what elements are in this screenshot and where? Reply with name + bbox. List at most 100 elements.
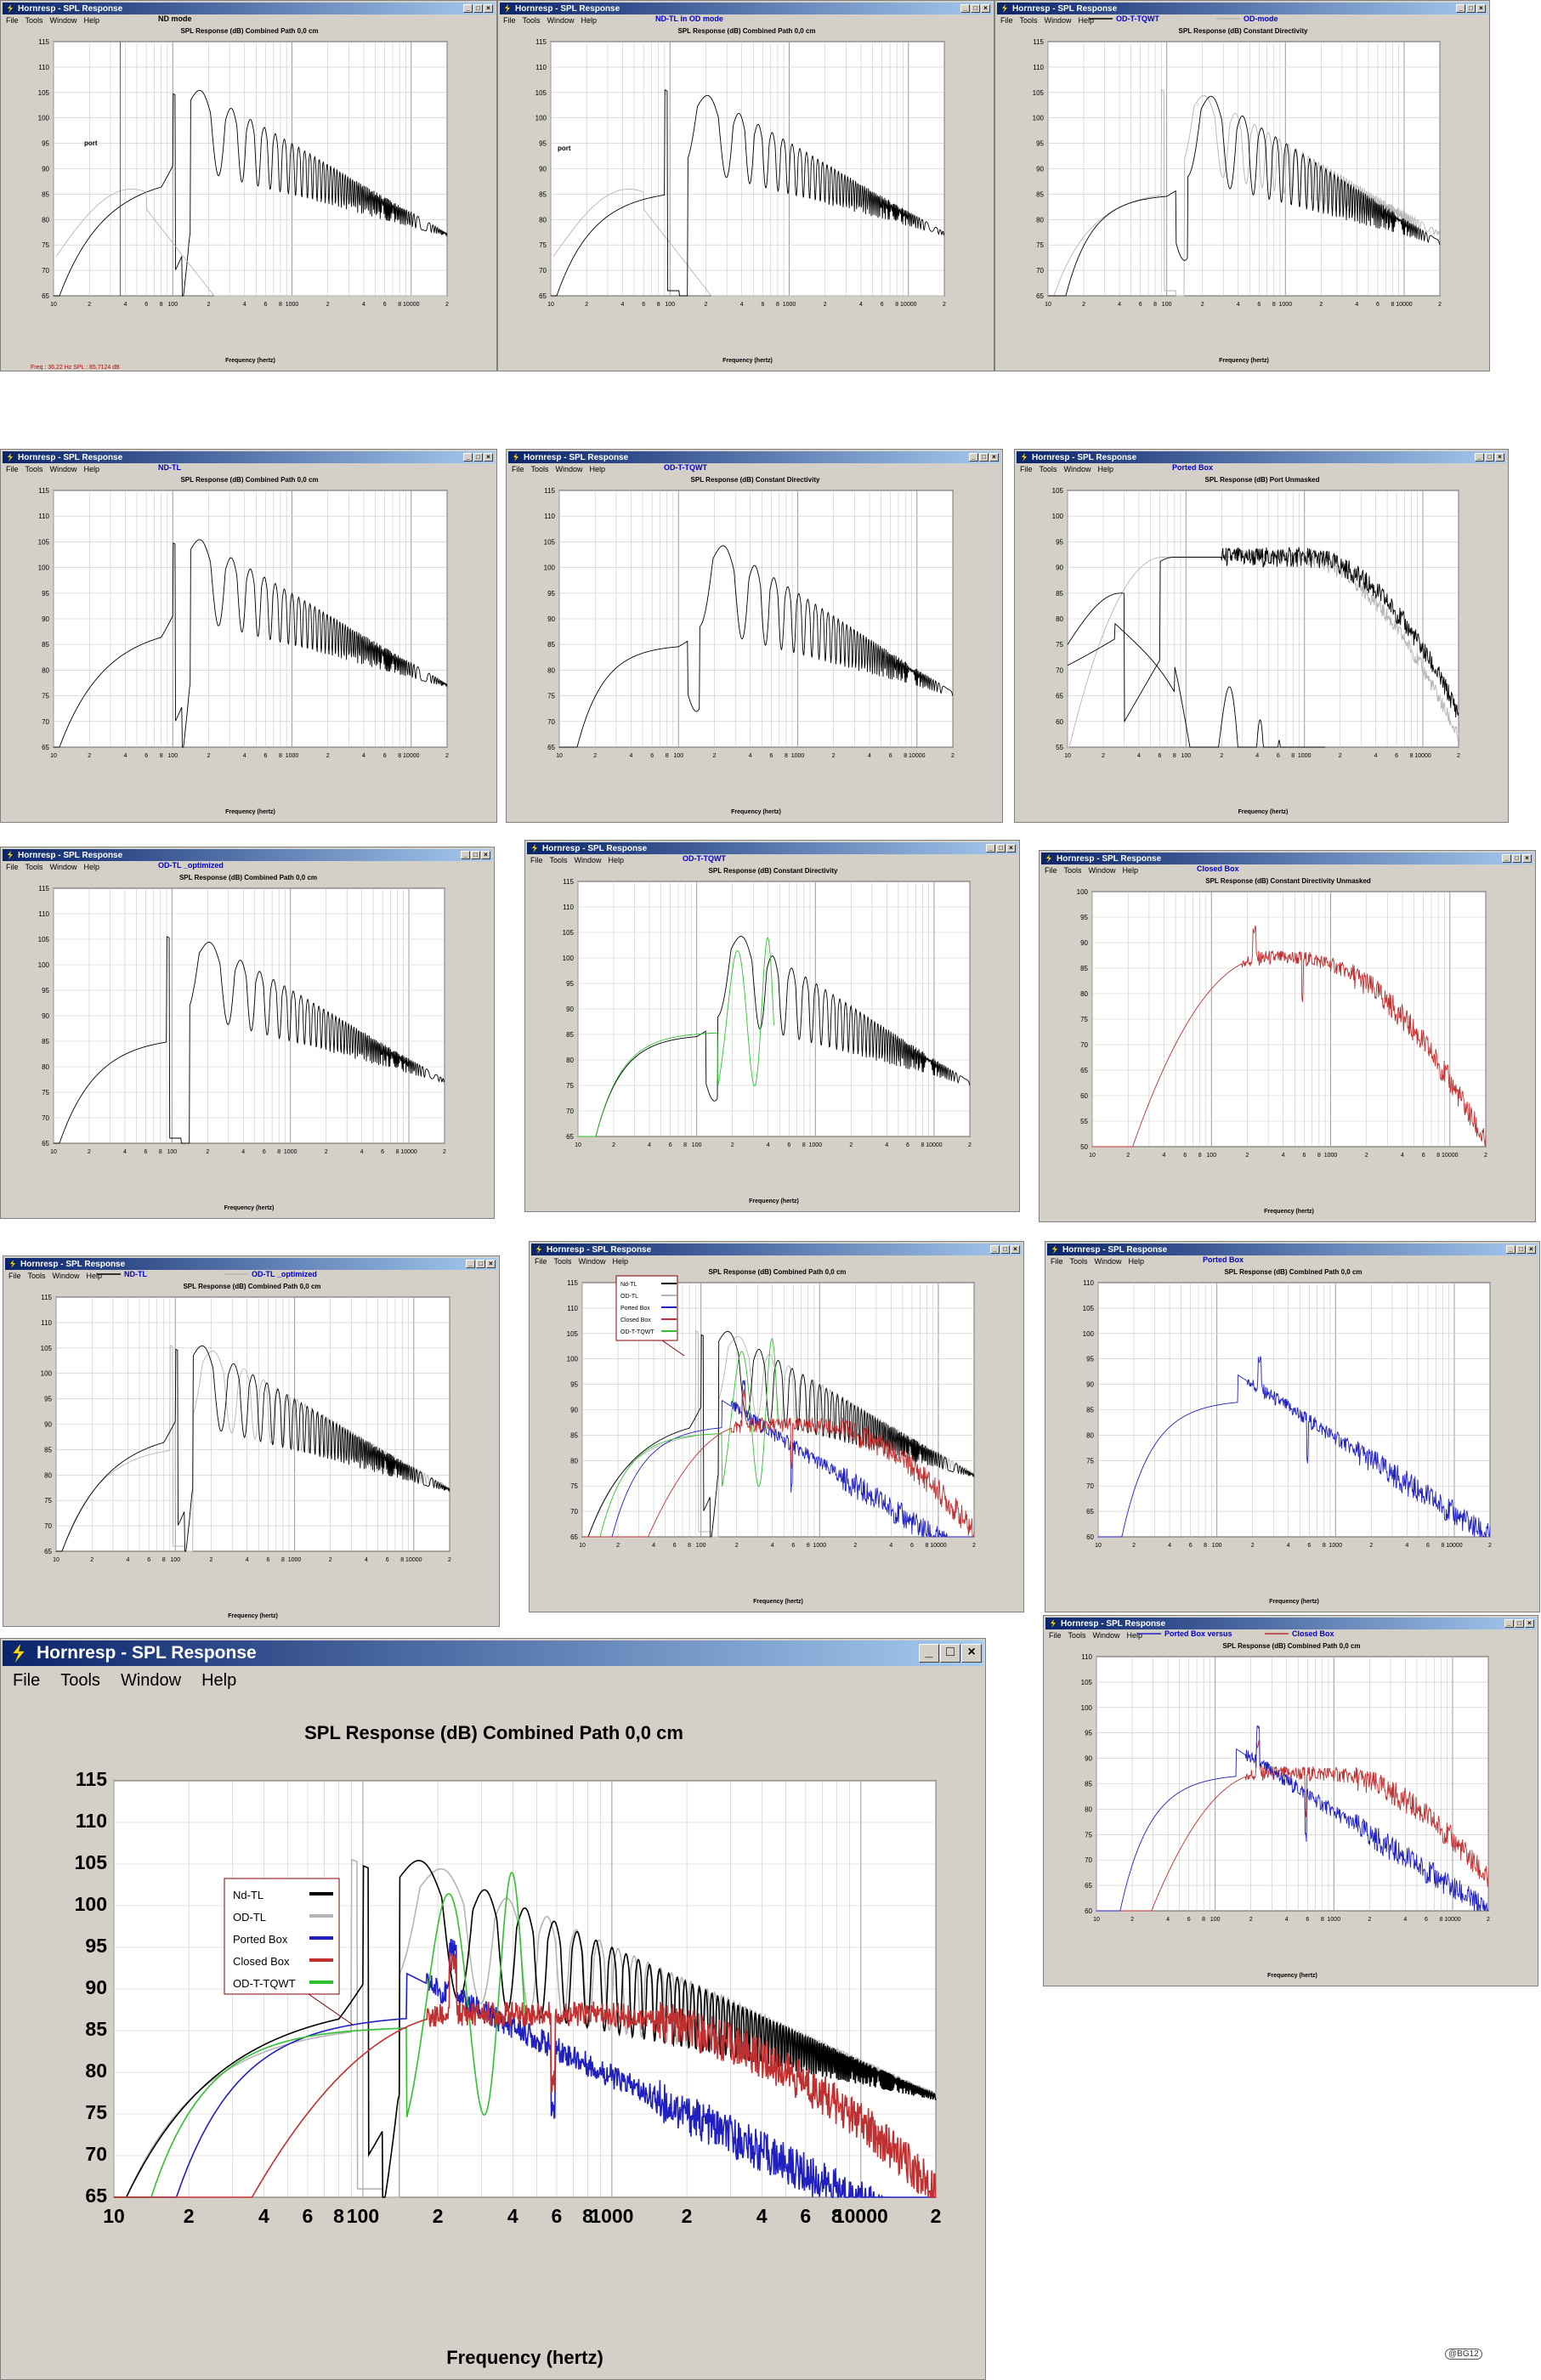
window-w11[interactable]: Hornresp - SPL Response _ □ × File Tools Windo… xyxy=(529,1241,1024,1612)
title-bar[interactable]: Hornresp - SPL Response _ □ × xyxy=(527,842,1017,854)
window-w6[interactable]: Hornresp - SPL Response _ □ × File Tools Windo… xyxy=(1014,449,1509,823)
menu-file[interactable]: File xyxy=(535,1257,547,1266)
menu-tools[interactable]: Tools xyxy=(25,863,43,871)
close-button[interactable]: × xyxy=(1476,4,1486,13)
minimize-button[interactable]: _ xyxy=(461,851,470,859)
title-bar[interactable]: Hornresp - SPL Response _ □ × xyxy=(1017,451,1506,463)
maximize-button[interactable]: □ xyxy=(476,1260,485,1268)
menu-file[interactable]: File xyxy=(6,465,19,473)
minimize-button[interactable]: _ xyxy=(986,844,995,853)
close-button[interactable]: × xyxy=(961,1644,982,1663)
menu-file[interactable]: File xyxy=(512,465,524,473)
title-bar[interactable]: Hornresp - SPL Response _ □ × xyxy=(1041,853,1533,864)
maximize-button[interactable]: □ xyxy=(1000,1245,1010,1254)
title-bar[interactable]: Hornresp - SPL Response _ □ × xyxy=(1047,1244,1538,1255)
window-w3[interactable]: Hornresp - SPL Response _ □ × File Tools Windo… xyxy=(994,0,1490,371)
window-w4[interactable]: Hornresp - SPL Response _ □ × File Tools Windo… xyxy=(0,449,497,823)
window-w9[interactable]: Hornresp - SPL Response _ □ × File Tools Windo… xyxy=(1039,850,1536,1222)
menu-tools[interactable]: Tools xyxy=(25,16,43,25)
title-bar[interactable]: Hornresp - SPL Response _ □ × xyxy=(997,3,1487,14)
menu-window[interactable]: Window xyxy=(1063,465,1091,473)
menu-window[interactable]: Window xyxy=(578,1257,606,1266)
maximize-button[interactable]: □ xyxy=(940,1644,960,1663)
menu-window[interactable]: Window xyxy=(52,1272,80,1280)
menu-help[interactable]: Help xyxy=(581,16,598,25)
minimize-button[interactable]: _ xyxy=(919,1644,939,1663)
minimize-button[interactable]: _ xyxy=(960,4,970,13)
menu-tools[interactable]: Tools xyxy=(530,465,549,473)
maximize-button[interactable]: □ xyxy=(1516,1245,1526,1254)
close-button[interactable]: × xyxy=(989,453,999,462)
menu-tools[interactable]: Tools xyxy=(27,1272,46,1280)
menu-window[interactable]: Window xyxy=(49,16,77,25)
close-button[interactable]: × xyxy=(1006,844,1016,853)
window-w2[interactable]: Hornresp - SPL Response _ □ × File Tools Windo… xyxy=(497,0,994,371)
maximize-button[interactable]: □ xyxy=(1515,1619,1524,1628)
menu-help[interactable]: Help xyxy=(589,465,606,473)
minimize-button[interactable]: _ xyxy=(1502,854,1511,863)
menu-file[interactable]: File xyxy=(1000,16,1013,25)
title-bar[interactable]: Hornresp - SPL Response _ □ × xyxy=(5,1258,497,1270)
close-button[interactable]: × xyxy=(1525,1619,1534,1628)
minimize-button[interactable]: _ xyxy=(1504,1619,1514,1628)
menu-file[interactable]: File xyxy=(8,1272,21,1280)
menu-window[interactable]: Window xyxy=(547,16,575,25)
menu-tools[interactable]: Tools xyxy=(522,16,541,25)
menu-window[interactable]: Window xyxy=(1044,16,1072,25)
menu-file[interactable]: File xyxy=(1049,1631,1062,1640)
maximize-button[interactable]: □ xyxy=(996,844,1006,853)
menu-tools[interactable]: Tools xyxy=(1068,1631,1086,1640)
title-bar[interactable]: Hornresp - SPL Response _ □ × xyxy=(3,1640,983,1666)
title-bar[interactable]: Hornresp - SPL Response _ □ × xyxy=(1045,1618,1536,1629)
menu-help[interactable]: Help xyxy=(608,856,625,864)
menu-tools[interactable]: Tools xyxy=(25,465,43,473)
title-bar[interactable]: Hornresp - SPL Response _ □ × xyxy=(500,3,992,14)
menu-tools[interactable]: Tools xyxy=(1019,16,1038,25)
menu-window[interactable]: Window xyxy=(1092,1631,1120,1640)
close-button[interactable]: × xyxy=(484,453,493,462)
menu-help[interactable]: Help xyxy=(612,1257,629,1266)
menu-file[interactable]: File xyxy=(13,1671,41,1690)
menu-window[interactable]: Window xyxy=(49,465,77,473)
close-button[interactable]: × xyxy=(481,851,490,859)
maximize-button[interactable]: □ xyxy=(979,453,989,462)
window-w5[interactable]: Hornresp - SPL Response _ □ × File Tools Windo… xyxy=(506,449,1003,823)
window-w14[interactable]: Hornresp - SPL Response _ □ × File Tools Windo… xyxy=(1043,1615,1538,1986)
minimize-button[interactable]: _ xyxy=(1506,1245,1516,1254)
menu-tools[interactable]: Tools xyxy=(1039,465,1057,473)
menu-help[interactable]: Help xyxy=(201,1671,237,1690)
title-bar[interactable]: Hornresp - SPL Response _ □ × xyxy=(3,3,495,14)
minimize-button[interactable]: _ xyxy=(463,453,473,462)
menu-file[interactable]: File xyxy=(530,856,543,864)
menu-window[interactable]: Window xyxy=(1094,1257,1122,1266)
close-button[interactable]: × xyxy=(1527,1245,1536,1254)
menu-tools[interactable]: Tools xyxy=(549,856,568,864)
minimize-button[interactable]: _ xyxy=(969,453,978,462)
menu-help[interactable]: Help xyxy=(83,16,100,25)
menu-file[interactable]: File xyxy=(6,863,19,871)
menu-help[interactable]: Help xyxy=(83,465,100,473)
window-w13[interactable]: Hornresp - SPL Response _ □ × File Tools Windo… xyxy=(0,1638,986,2380)
menu-help[interactable]: Help xyxy=(1122,866,1139,875)
title-bar[interactable]: Hornresp - SPL Response _ □ × xyxy=(3,451,495,463)
menu-file[interactable]: File xyxy=(6,16,19,25)
menu-file[interactable]: File xyxy=(1020,465,1033,473)
window-w1[interactable]: Hornresp - SPL Response _ □ × File Tools Windo… xyxy=(0,0,497,371)
window-w12[interactable]: Hornresp - SPL Response _ □ × File Tools Windo… xyxy=(1045,1241,1540,1612)
title-bar[interactable]: Hornresp - SPL Response _ □ × xyxy=(531,1244,1022,1255)
maximize-button[interactable]: □ xyxy=(473,4,483,13)
minimize-button[interactable]: _ xyxy=(1475,453,1484,462)
menu-help[interactable]: Help xyxy=(1078,16,1095,25)
menu-help[interactable]: Help xyxy=(1126,1631,1143,1640)
maximize-button[interactable]: □ xyxy=(1485,453,1494,462)
menu-help[interactable]: Help xyxy=(1097,465,1114,473)
maximize-button[interactable]: □ xyxy=(1512,854,1521,863)
menu-help[interactable]: Help xyxy=(1128,1257,1145,1266)
menu-tools[interactable]: Tools xyxy=(60,1671,100,1690)
menu-help[interactable]: Help xyxy=(83,863,100,871)
menu-tools[interactable]: Tools xyxy=(1063,866,1082,875)
close-button[interactable]: × xyxy=(486,1260,496,1268)
close-button[interactable]: × xyxy=(981,4,990,13)
title-bar[interactable]: Hornresp - SPL Response _ □ × xyxy=(3,849,492,861)
maximize-button[interactable]: □ xyxy=(473,453,483,462)
